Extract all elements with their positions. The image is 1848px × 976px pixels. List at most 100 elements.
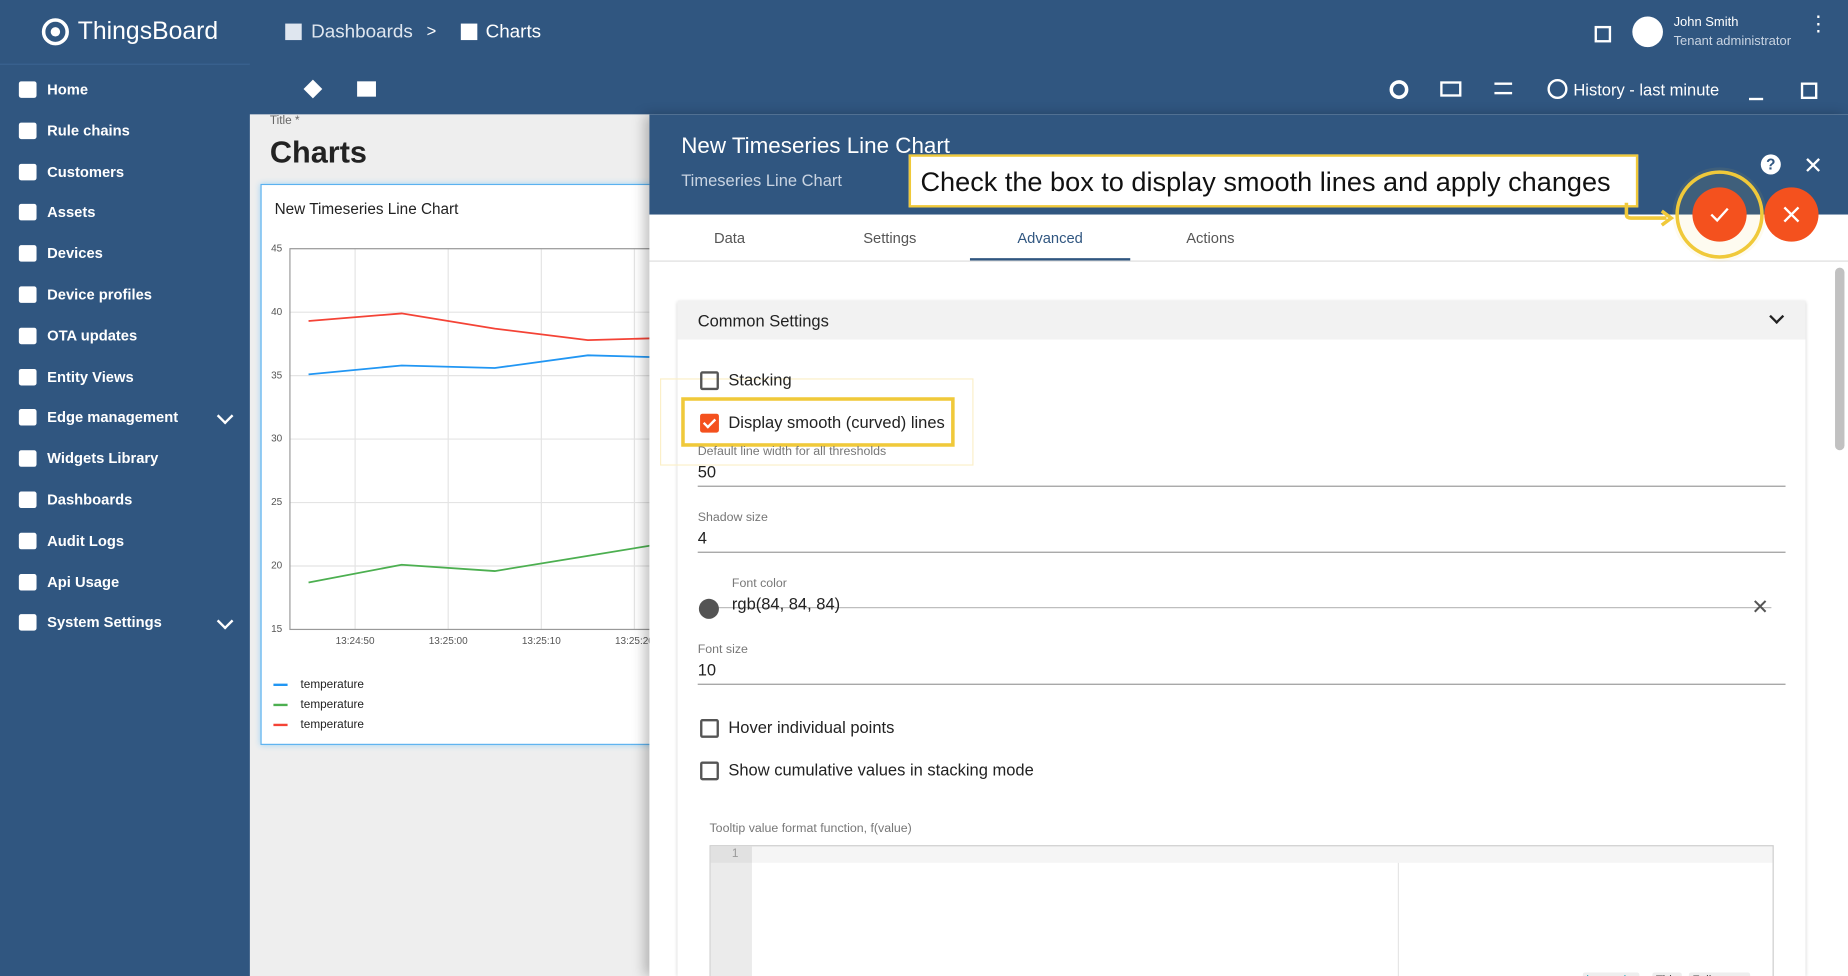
field-value[interactable]: rgb(84, 84, 84) (732, 594, 840, 613)
history-icon (1547, 79, 1567, 99)
apply-button[interactable] (1692, 187, 1746, 241)
section-header[interactable] (678, 301, 1806, 340)
field-label: Shadow size (698, 510, 768, 524)
nav-icon (19, 245, 37, 262)
breadcrumb-separator: > (427, 21, 437, 40)
settings-button[interactable] (1390, 80, 1409, 99)
avatar[interactable] (1632, 17, 1663, 48)
nav-label: Dashboards (47, 492, 132, 509)
nav-item[interactable]: Device profiles (0, 275, 250, 315)
checkbox[interactable] (700, 719, 719, 738)
legend-label: temperature (301, 698, 365, 711)
breadcrumb-link[interactable]: Dashboards (311, 22, 413, 43)
nav-label: OTA updates (47, 327, 137, 344)
nav-item[interactable]: Api Usage (0, 562, 250, 602)
tab[interactable]: Data (649, 230, 809, 247)
checkbox-label: Hover individual points (728, 718, 894, 737)
nav-item[interactable]: Dashboards (0, 480, 250, 520)
title-label: Title * (270, 114, 300, 127)
field-underline (698, 684, 1786, 685)
layers-button[interactable] (304, 80, 323, 99)
download-button[interactable] (1749, 80, 1763, 100)
nav-icon (19, 450, 37, 467)
tab[interactable]: Settings (810, 230, 970, 247)
devices-button[interactable] (1440, 81, 1461, 96)
series-line (309, 541, 681, 583)
tab[interactable]: Advanced (970, 230, 1130, 247)
nav-label: Customers (47, 163, 124, 180)
color-swatch[interactable] (699, 599, 719, 619)
top-bar: ThingsBoard Dashboards > Charts John Smi… (0, 0, 1848, 114)
y-tick-label: 35 (271, 370, 283, 381)
legend-label: temperature (301, 718, 365, 731)
field-underline (698, 486, 1786, 487)
nav-item[interactable]: Widgets Library (0, 439, 250, 479)
checkbox[interactable] (700, 414, 719, 433)
nav-label: Device profiles (47, 286, 152, 303)
field-value[interactable]: 4 (698, 528, 707, 547)
checkbox[interactable] (700, 371, 719, 390)
menu-button[interactable]: ⋮ (1808, 20, 1829, 27)
scrollbar[interactable] (1835, 268, 1844, 451)
nav-item[interactable]: Audit Logs (0, 521, 250, 561)
fullscreen-button[interactable] (1595, 26, 1612, 43)
panel-subtitle: Timeseries Line Chart (681, 171, 842, 190)
logo-icon (35, 12, 75, 52)
nav-label: Api Usage (47, 574, 119, 591)
editor-button[interactable]: javascript (1583, 972, 1640, 976)
callout-arrow (1626, 203, 1666, 218)
nav-item[interactable]: Assets (0, 193, 250, 233)
nav-label: System Settings (47, 615, 162, 632)
editor-gutter (711, 846, 752, 976)
tooltip-label: Tooltip value format function, f(value) (709, 822, 911, 836)
sidebar: Home Rule chains Customers Assets Devices Dev… (0, 64, 250, 976)
editor-button[interactable]: Tidy (1652, 972, 1681, 976)
nav-item[interactable]: Edge management (0, 398, 250, 438)
field-value[interactable]: 10 (698, 660, 716, 679)
checkbox-label: Stacking (728, 370, 791, 389)
field-value[interactable]: 50 (698, 462, 716, 481)
breadcrumb-current: Charts (486, 22, 542, 43)
history-button[interactable]: History - last minute (1573, 80, 1719, 99)
nav-item[interactable]: Home (0, 70, 250, 110)
expand-button[interactable] (1801, 83, 1818, 100)
nav-icon (19, 204, 37, 221)
tutorial-callout: Check the box to display smooth lines an… (909, 154, 1639, 207)
nav-item[interactable]: System Settings (0, 603, 250, 643)
nav-icon (19, 81, 37, 98)
active-tab-indicator (970, 258, 1130, 260)
x-tick-label: 13:24:50 (336, 636, 375, 647)
layout-button[interactable] (357, 81, 376, 96)
y-tick-label: 15 (271, 624, 283, 635)
nav-icon (19, 122, 37, 139)
nav-expand[interactable] (217, 613, 234, 630)
nav-item[interactable]: Entity Views (0, 357, 250, 397)
section-title: Common Settings (698, 311, 829, 330)
nav-item[interactable]: OTA updates (0, 316, 250, 356)
tab[interactable]: Actions (1130, 230, 1290, 247)
y-tick-label: 25 (271, 497, 283, 508)
editor-button[interactable]: Fullscreen (1689, 972, 1750, 976)
y-tick-label: 45 (271, 243, 283, 254)
nav-item[interactable]: Rule chains (0, 111, 250, 151)
nav-label: Audit Logs (47, 533, 124, 550)
filter-button[interactable] (1494, 83, 1512, 95)
nav-label: Devices (47, 245, 103, 262)
callout-text: Check the box to display smooth lines an… (920, 166, 1610, 198)
nav-icon (19, 327, 37, 344)
nav-label: Home (47, 81, 88, 98)
code-editor[interactable]: 1 (709, 845, 1773, 976)
checkbox[interactable] (700, 761, 719, 780)
chart-title: New Timeseries Line Chart (275, 201, 460, 218)
nav-label: Entity Views (47, 368, 134, 385)
nav-icon (19, 163, 37, 180)
x-tick-label: 13:25:00 (429, 636, 468, 647)
nav-label: Widgets Library (47, 450, 158, 467)
nav-icon (19, 615, 37, 632)
print-margin (1398, 863, 1399, 976)
nav-expand[interactable] (217, 408, 234, 425)
clear-color-button[interactable]: ✕ (1751, 595, 1769, 620)
nav-item[interactable]: Devices (0, 234, 250, 274)
nav-item[interactable]: Customers (0, 152, 250, 192)
nav-icon (19, 286, 37, 303)
